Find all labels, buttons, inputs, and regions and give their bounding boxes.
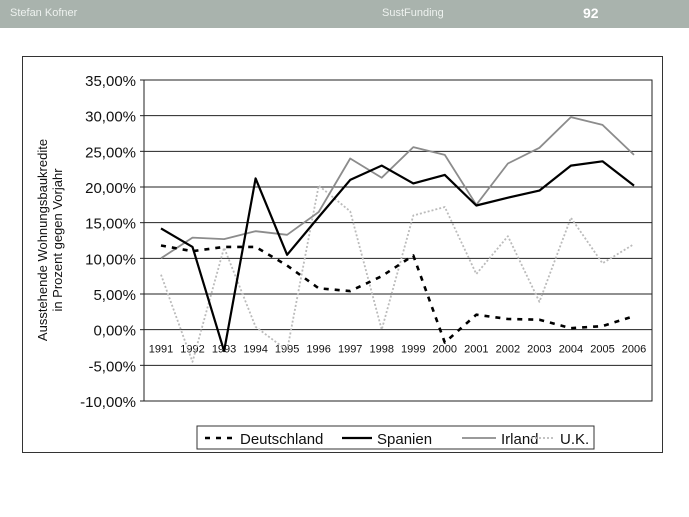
x-tick-label: 2003	[527, 344, 551, 356]
legend-label: Spanien	[377, 431, 432, 448]
grid-lines	[144, 79, 652, 402]
y-tick-label: 35,00%	[85, 73, 136, 90]
legend-label: U.K.	[560, 431, 589, 448]
y-tick-label: 5,00%	[93, 287, 136, 304]
project-label: SustFunding	[382, 7, 444, 19]
y-axis-label-line-2: in Prozent gegen Vorjahr	[50, 168, 65, 312]
y-tick-label: -5,00%	[88, 358, 136, 375]
series-line-deutschland	[160, 244, 635, 344]
x-tick-label: 2004	[559, 344, 583, 356]
series-line-irland	[160, 116, 635, 260]
legend-box	[196, 425, 595, 450]
legend: Deutschland Spanien Irland U.K.	[196, 425, 595, 450]
x-tick-label: 1998	[369, 344, 393, 356]
legend-label: Irland	[501, 431, 539, 448]
x-tick-label: 1996	[306, 344, 330, 356]
y-tick-label: 30,00%	[85, 109, 136, 126]
x-tick-label: 2005	[590, 344, 614, 356]
x-tick-label: 2006	[622, 344, 646, 356]
y-tick-label: 0,00%	[93, 323, 136, 340]
x-tick-label: 1991	[149, 344, 173, 356]
legend-label: Deutschland	[240, 431, 323, 448]
x-tick-label: 1992	[180, 344, 204, 356]
series-line-spanien	[160, 160, 635, 353]
slide-header-bar: Stefan Kofner SustFunding 92	[0, 0, 689, 28]
x-tick-label: 1994	[243, 344, 267, 356]
x-tick-label: 2001	[464, 344, 488, 356]
author-label: Stefan Kofner	[10, 7, 78, 19]
series-lines	[160, 116, 635, 363]
series-line-uk	[160, 184, 635, 363]
y-tick-label: 25,00%	[85, 144, 136, 161]
x-tick-label: 1997	[338, 344, 362, 356]
y-tick-label: 15,00%	[85, 216, 136, 233]
y-tick-label: -10,00%	[80, 394, 136, 411]
x-tick-label: 2002	[496, 344, 520, 356]
x-tick-label: 1999	[401, 344, 425, 356]
plot-area	[143, 79, 653, 402]
x-tick-label: 2000	[433, 344, 457, 356]
y-axis-ticks: 35,00% 30,00% 25,00% 20,00% 15,00% 10,00% 5,00…	[80, 73, 144, 411]
y-tick-label: 10,00%	[85, 251, 136, 268]
y-axis-label-line-1: Ausstehende Wohnungsbaukredite	[35, 139, 50, 341]
y-tick-label: 20,00%	[85, 180, 136, 197]
page-number: 92	[583, 5, 599, 21]
